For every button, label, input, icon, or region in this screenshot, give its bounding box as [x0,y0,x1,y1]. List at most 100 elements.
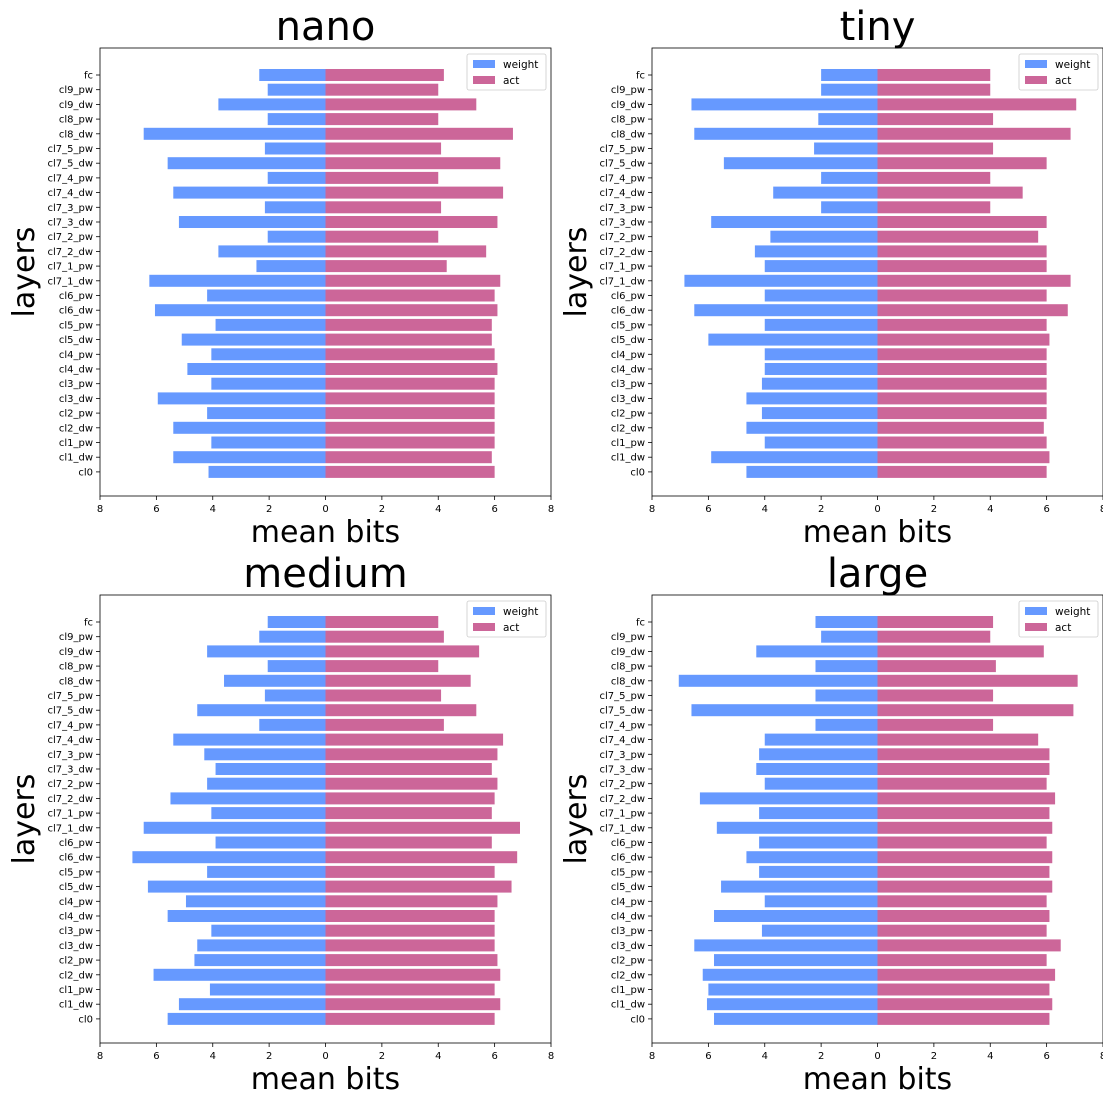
y-tick-label: cl7_5_dw [47,706,93,717]
x-tick-label: 2 [818,1051,824,1062]
bar-weight-cl7_2_dw [218,245,326,258]
bar-act-cl7_4_pw [325,718,444,731]
bar-weight-cl7_3_pw [821,201,878,214]
bar-weight-cl3_dw [197,939,326,952]
y-tick-label: cl0 [78,467,93,478]
bar-weight-cl9_dw [691,98,878,111]
y-tick-label: cl9_dw [59,647,93,658]
bar-weight-cl4_pw [185,895,326,908]
bar-weight-cl7_2_dw [699,792,878,805]
legend: weight act [466,600,547,638]
bar-act-cl7_3_pw [877,748,1050,761]
bar-act-cl6_pw [877,836,1047,849]
y-tick-label: cl7_5_pw [47,691,93,702]
legend-swatch-act [1025,76,1047,84]
y-tick-label: cl8_pw [59,115,93,126]
bar-act-fc [877,616,994,628]
bar-weight-cl8_pw [815,660,878,673]
bar-weight-cl8_pw [267,113,326,126]
bar-weight-cl7_1_dw [143,821,326,834]
chart-tiny: tiny fc cl9_pw cl9_dw cl8_pw cl8_dw cl7_5_pwcl… [559,4,1103,550]
bar-weight-cl7_5_dw [167,157,326,170]
y-tick-label: cl3_pw [59,926,93,937]
bar-weight-cl7_1_pw [211,807,326,820]
bar-act-fc [877,69,991,81]
bar-act-cl1_pw [325,436,495,449]
bar-weight-fc [259,69,326,81]
bar-weight-cl1_dw [178,998,326,1011]
bar-act-cl6_pw [325,836,492,849]
bar-act-cl3_pw [325,924,495,937]
bar-act-cl7_3_dw [877,216,1047,228]
y-tick-label: cl7_4_dw [599,188,645,199]
bar-weight-cl8_dw [694,127,878,140]
bar-act-cl7_4_dw [325,733,504,746]
x-tick-label: 4 [210,504,216,515]
y-tick-label: cl7_4_dw [47,188,93,199]
bar-weight-cl1_pw [209,983,326,996]
bar-act-cl4_dw [325,363,498,375]
y-tick-label: cl1_dw [611,1000,645,1011]
legend-label-act: act [1055,622,1071,634]
bar-weight-cl7_1_pw [256,260,326,273]
y-tick-label: cl8_dw [611,129,645,140]
y-tick-label: cl7_5_pw [47,144,93,155]
bar-act-cl7_3_dw [877,763,1050,775]
bar-weight-cl7_1_dw [149,274,326,287]
bar-weight-cl4_dw [764,363,878,375]
bar-weight-cl3_dw [746,392,878,405]
bar-weight-cl6_dw [694,304,878,317]
bar-weight-cl7_4_pw [259,718,326,731]
bar-act-cl7_1_dw [325,274,501,287]
bar-weight-cl7_3_dw [215,763,326,775]
y-tick-label: cl9_dw [59,100,93,111]
bar-act-cl7_2_pw [325,230,439,243]
x-tick-label: 6 [705,504,711,515]
y-tick-label: cl1_pw [611,985,645,996]
bar-weight-cl9_dw [207,645,326,658]
y-tick-label: cl2_pw [611,956,645,967]
bar-act-cl4_dw [877,363,1047,375]
bar-act-cl7_2_pw [325,777,498,790]
bar-act-cl0 [877,465,1047,478]
legend-swatch-weight [1025,60,1047,68]
y-tick-label: cl4_dw [59,365,93,376]
x-tick-label: 6 [491,1051,497,1062]
bar-act-cl8_pw [325,660,439,673]
bar-act-cl6_pw [325,289,495,302]
bar-weight-cl7_4_dw [173,733,326,746]
y-tick-label: cl9_pw [59,85,93,96]
bar-act-cl8_dw [325,127,513,140]
bar-weight-cl0 [167,1012,326,1025]
legend-swatch-weight [473,607,495,615]
y-tick-label: cl6_dw [59,853,93,864]
bar-weight-cl5_pw [759,865,878,878]
bar-weight-cl9_pw [821,83,878,96]
bar-weight-cl2_pw [194,954,326,967]
y-tick-label: cl7_1_pw [599,809,645,820]
bar-weight-cl7_4_pw [267,171,326,184]
bar-weight-cl7_2_dw [754,245,878,258]
legend-label-act: act [503,622,519,634]
y-tick-label: cl8_dw [59,676,93,687]
y-tick-label: cl7_2_dw [47,247,93,258]
bar-weight-cl8_dw [143,127,326,140]
y-tick-label: cl6_pw [611,291,645,302]
y-tick-label: cl7_1_dw [599,276,645,287]
bar-act-cl6_dw [877,851,1053,864]
x-tick-label: 4 [987,504,993,515]
bar-weight-cl7_2_pw [207,777,326,790]
bar-act-cl0 [877,1012,1050,1025]
y-tick-label: cl4_pw [611,897,645,908]
bar-act-cl7_1_dw [877,821,1053,834]
bar-act-cl8_dw [325,674,471,687]
bar-weight-cl2_dw [173,421,326,434]
bar-act-cl2_dw [877,421,1044,434]
bar-act-cl7_4_pw [325,171,439,184]
bar-weight-cl9_pw [259,630,326,643]
bar-weight-cl4_pw [764,895,878,908]
x-axis-label: mean bits [803,1062,952,1094]
bar-weight-cl7_5_pw [264,142,326,155]
bar-act-cl2_pw [877,407,1047,420]
bar-weight-cl4_dw [187,363,326,375]
